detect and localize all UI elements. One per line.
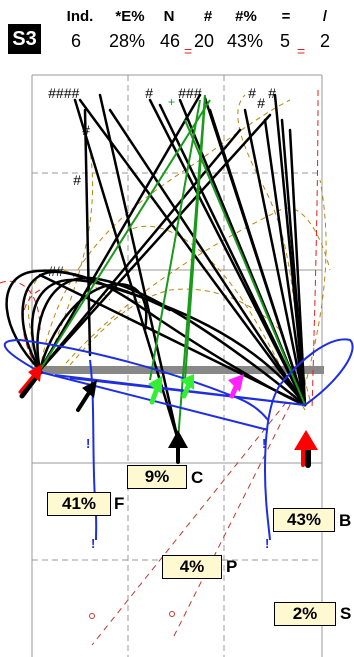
blue-route <box>3 338 269 421</box>
red-arrow-left <box>18 364 43 399</box>
stat-header: #% <box>235 8 257 25</box>
red-dashed-path <box>311 89 319 411</box>
trajectories <box>5 93 307 442</box>
hash-marker: ## <box>48 263 64 279</box>
route-end-dot <box>169 611 175 617</box>
trajectory <box>38 93 202 372</box>
stat-header: N <box>163 8 175 25</box>
hash-marker: # <box>268 85 276 101</box>
route-marker: ! <box>265 536 269 551</box>
stat-value: 6 <box>70 31 81 51</box>
line-of-scrimmage <box>34 366 324 374</box>
route-marker: ! <box>262 436 266 451</box>
green-route <box>184 119 306 406</box>
dashed-path <box>129 225 306 411</box>
black-up-arrow <box>168 430 188 464</box>
hash-marker: # <box>145 85 153 101</box>
route-marker: ! <box>91 536 95 551</box>
outcome-label-f: F <box>114 494 125 513</box>
trajectory <box>21 270 307 407</box>
stat-header: = <box>281 8 291 25</box>
hash-marker: #### <box>48 85 79 101</box>
green-paths <box>39 94 306 441</box>
trajectory <box>30 278 172 372</box>
green-arrow-1 <box>148 376 162 405</box>
hash-marker: # <box>257 95 265 111</box>
outcome-label-b: B <box>339 511 352 530</box>
green-arrow-2 <box>180 374 194 399</box>
hash-marker: # <box>82 122 90 138</box>
black-arrow <box>76 380 97 412</box>
green-route <box>184 99 206 381</box>
hash-marker: ### <box>178 85 202 101</box>
stat-header: *E% <box>115 8 145 25</box>
hash-markers: #### # ### # # # # ## # <box>48 85 276 279</box>
stat-value: 20 <box>193 31 215 51</box>
green-route <box>149 99 201 381</box>
outcome-label-c: C <box>191 468 204 487</box>
route-markers: ! ! ! ! <box>86 436 269 551</box>
stat-value: 43% <box>226 31 264 51</box>
trajectory <box>288 128 307 407</box>
stat-value: 5 <box>279 31 290 51</box>
stat-value: 28% <box>108 31 146 51</box>
arrows <box>18 364 318 468</box>
equals-marker: = <box>184 43 192 59</box>
red-up-arrow <box>294 430 318 468</box>
stat-header: Ind. <box>66 8 94 25</box>
outcome-pct-b: 43% <box>273 508 335 532</box>
trajectory <box>263 118 307 407</box>
session-badge: S3 <box>8 24 41 54</box>
magenta-arrow <box>228 374 244 399</box>
trajectory <box>98 93 180 442</box>
outcome-pct-c: 9% <box>127 465 187 489</box>
hash-marker: # <box>248 85 256 101</box>
stat-value: 2 <box>319 31 330 51</box>
deep-route <box>171 384 301 641</box>
green-route <box>39 99 211 371</box>
outcome-pct-s: 2% <box>274 602 336 626</box>
trajectory <box>158 103 307 407</box>
route-end-dot <box>89 613 95 619</box>
trajectory <box>208 108 307 407</box>
dashed-path <box>44 149 94 369</box>
trajectory <box>38 282 148 372</box>
plus-marker: + <box>168 95 175 109</box>
trajectory <box>83 108 92 357</box>
deep-route <box>91 384 301 646</box>
outcome-label-p: P <box>226 557 238 576</box>
blue-route <box>263 338 354 541</box>
dashed-path <box>59 207 331 371</box>
outcome-pct-f: 41% <box>47 492 111 516</box>
outcome-pct-p: 4% <box>162 555 222 579</box>
deep-routes <box>91 384 301 646</box>
hash-marker: # <box>73 172 81 188</box>
trajectory <box>108 108 307 407</box>
outcome-label-s: S <box>340 604 352 623</box>
stat-header: # <box>203 8 213 25</box>
dashed-path <box>299 179 327 406</box>
stat-value: 46 <box>159 31 181 51</box>
dashed-path <box>69 288 281 366</box>
trajectory <box>38 113 272 372</box>
trajectory <box>243 108 307 407</box>
stat-header: / <box>322 8 328 25</box>
equals-marker: = <box>297 43 305 59</box>
route-marker: ! <box>86 436 90 451</box>
dashed-path <box>39 99 291 371</box>
